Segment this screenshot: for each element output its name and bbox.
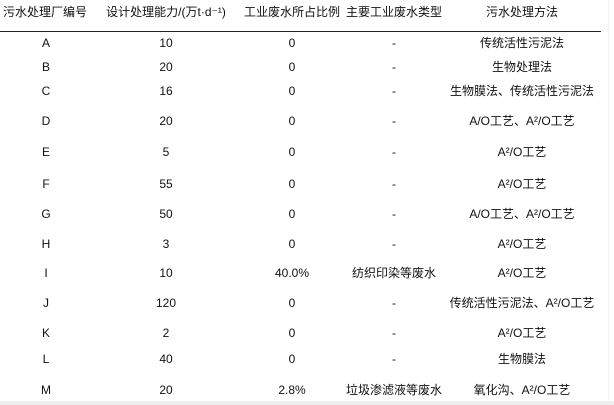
cell-industrial-ratio: 0 [288, 36, 296, 50]
table-row: M 20 2.8% 垃圾渗滤液等废水 氧化沟、A²/O工艺 [0, 381, 610, 399]
cell-capacity: 5 [162, 145, 170, 159]
cell-capacity: 50 [159, 207, 173, 221]
cell-treatment-method: A²/O工艺 [497, 145, 547, 159]
header-plant-id: 污水处理厂编号 [3, 5, 88, 19]
cell-industrial-ratio: 0 [288, 296, 296, 310]
cell-industrial-type: - [392, 145, 396, 159]
table-row: H 3 0 - A²/O工艺 [0, 235, 610, 253]
cell-industrial-ratio: 0 [288, 145, 296, 159]
cell-industrial-ratio: 2.8% [278, 383, 306, 397]
cell-treatment-method: 生物膜法 [497, 352, 546, 366]
cell-capacity: 20 [159, 383, 173, 397]
cell-treatment-method: 生物处理法 [491, 60, 552, 74]
cell-capacity: 120 [155, 296, 177, 310]
cell-plant-id: J [43, 296, 49, 310]
table-row: L 40 0 - 生物膜法 [0, 350, 610, 368]
cell-industrial-ratio: 0 [288, 207, 296, 221]
table-header: 污水处理厂编号 设计处理能力/(万t·d⁻¹) 工业废水所占比例 主要工业废水类… [0, 3, 610, 23]
cell-industrial-ratio: 40.0% [274, 266, 310, 280]
cell-capacity: 10 [159, 36, 173, 50]
cell-treatment-method: 传统活性污泥法 [479, 36, 564, 50]
cell-plant-id: K [41, 326, 50, 340]
header-treatment-method: 污水处理方法 [485, 5, 558, 19]
cell-industrial-ratio: 0 [288, 352, 296, 366]
cell-treatment-method: A²/O工艺 [497, 177, 547, 191]
table-row: G 50 0 - A/O工艺、A²/O工艺 [0, 205, 610, 223]
cell-capacity: 20 [159, 60, 173, 74]
cell-plant-id: G [41, 207, 51, 221]
table-row: I 10 40.0% 纺织印染等废水 A²/O工艺 [0, 264, 610, 282]
table-row: B 20 0 - 生物处理法 [0, 58, 610, 76]
table-row: C 16 0 - 生物膜法、传统活性污泥法 [0, 82, 610, 100]
cell-plant-id: M [41, 383, 51, 397]
cell-industrial-type: - [392, 114, 396, 128]
cell-treatment-method: 生物膜法、传统活性污泥法 [449, 84, 594, 98]
cell-industrial-type: - [392, 84, 396, 98]
right-border [608, 0, 609, 401]
cell-industrial-ratio: 0 [288, 114, 296, 128]
cell-treatment-method: A²/O工艺 [497, 237, 547, 251]
cell-capacity: 55 [159, 177, 173, 191]
cell-industrial-type: - [392, 36, 396, 50]
table-row: D 20 0 - A/O工艺、A²/O工艺 [0, 112, 610, 130]
header-industrial-type: 主要工业废水类型 [345, 5, 442, 19]
cell-plant-id: E [41, 145, 50, 159]
cell-treatment-method: A/O工艺、A²/O工艺 [469, 207, 575, 221]
cell-industrial-ratio: 0 [288, 177, 296, 191]
cell-industrial-type: - [392, 352, 396, 366]
cell-industrial-type: 垃圾渗滤液等废水 [345, 383, 442, 397]
cell-industrial-type: - [392, 237, 396, 251]
table-row: F 55 0 - A²/O工艺 [0, 175, 610, 193]
table-row: J 120 0 - 传统活性污泥法、A²/O工艺 [0, 294, 610, 312]
cell-capacity: 10 [159, 266, 173, 280]
cell-plant-id: L [42, 352, 50, 366]
cell-plant-id: C [41, 84, 51, 98]
cell-treatment-method: A²/O工艺 [497, 326, 547, 340]
header-rule [0, 31, 601, 32]
cell-plant-id: A [41, 36, 50, 50]
cell-plant-id: I [44, 266, 48, 280]
cell-industrial-ratio: 0 [288, 237, 296, 251]
cell-industrial-type: - [392, 326, 396, 340]
cell-industrial-type: - [392, 207, 396, 221]
cell-plant-id: B [41, 60, 50, 74]
cell-capacity: 2 [162, 326, 170, 340]
cell-industrial-type: - [392, 177, 396, 191]
table-row: E 5 0 - A²/O工艺 [0, 143, 610, 161]
cell-industrial-ratio: 0 [288, 60, 296, 74]
cell-treatment-method: A²/O工艺 [497, 266, 547, 280]
cell-industrial-ratio: 0 [288, 326, 296, 340]
cell-plant-id: F [42, 177, 50, 191]
cell-capacity: 20 [159, 114, 173, 128]
cell-industrial-type: - [392, 296, 396, 310]
cell-plant-id: D [41, 114, 51, 128]
cell-plant-id: H [41, 237, 51, 251]
cell-capacity: 3 [162, 237, 170, 251]
cell-industrial-ratio: 0 [288, 84, 296, 98]
header-capacity: 设计处理能力/(万t·d⁻¹) [106, 5, 226, 19]
table-row: A 10 0 - 传统活性污泥法 [0, 34, 610, 52]
header-industrial-ratio: 工业废水所占比例 [243, 5, 340, 19]
cell-capacity: 40 [159, 352, 173, 366]
cell-treatment-method: 传统活性污泥法、A²/O工艺 [449, 296, 595, 310]
cell-treatment-method: 氧化沟、A²/O工艺 [473, 383, 571, 397]
table-row: K 2 0 - A²/O工艺 [0, 324, 610, 342]
cell-treatment-method: A/O工艺、A²/O工艺 [469, 114, 575, 128]
bottom-band [0, 401, 614, 405]
cell-industrial-type: 纺织印染等废水 [351, 266, 436, 280]
cell-capacity: 16 [159, 84, 173, 98]
cell-industrial-type: - [392, 60, 396, 74]
